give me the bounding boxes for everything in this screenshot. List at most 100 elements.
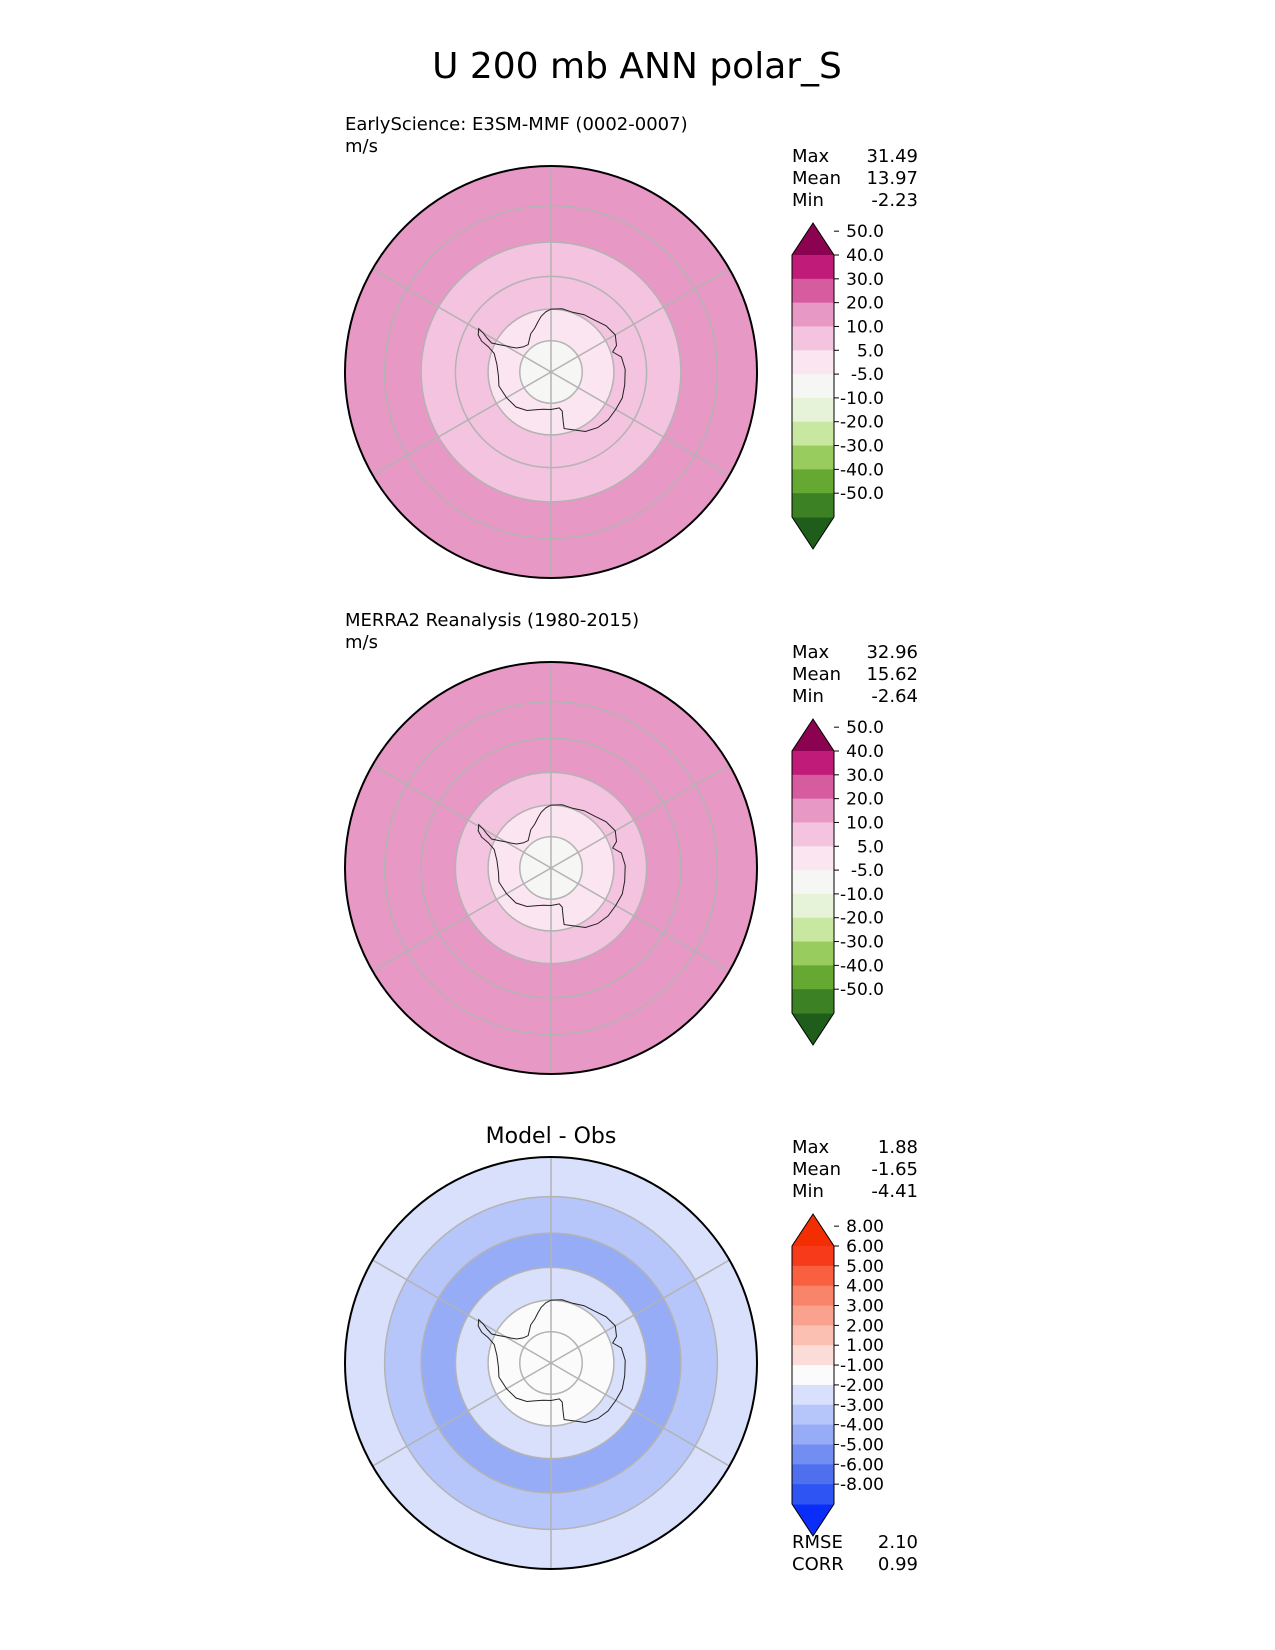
colorbar-tick-label: 6.00 [846, 1237, 884, 1257]
colorbar-tick-label: -10.0 [840, 885, 884, 905]
stat-mean-value: 13.97 [866, 168, 918, 189]
panel-model: EarlyScience: E3SM-MMF (0002-0007) m/s M… [344, 114, 918, 579]
stat-mean-value: 15.62 [866, 664, 918, 685]
panel-title: Model - Obs [486, 1124, 617, 1149]
colorbar-segment [792, 822, 834, 847]
meridian-line [372, 371, 552, 476]
colorbar-tick-label: 5.00 [846, 1257, 884, 1277]
antarctica-coastline [477, 804, 626, 929]
stat-max-label: Max [792, 146, 830, 167]
colorbar-outline [791, 718, 835, 1046]
panel-observation: MERRA2 Reanalysis (1980-2015) m/s Max 32… [344, 610, 918, 1075]
map [345, 662, 757, 1074]
colorbar-segment [792, 893, 834, 919]
colorbar-segment [792, 989, 834, 1014]
colorbar-extend-top [792, 223, 834, 255]
colorbar-segment [792, 1246, 834, 1267]
colorbar-segment [792, 397, 834, 423]
stat-max-value: 1.88 [878, 1137, 918, 1158]
colorbar-tick-label: -50.0 [840, 980, 884, 1000]
colorbar-tick-label: -4.00 [840, 1416, 884, 1436]
colorbar-segment [792, 751, 834, 776]
panel-units: m/s [345, 136, 378, 157]
colorbar-tick-label: 20.0 [846, 790, 884, 810]
meridian-line [550, 867, 730, 972]
colorbar-segment [792, 774, 834, 800]
meridian-line [550, 268, 730, 373]
colorbar-extend-bottom [792, 517, 834, 549]
colorbar-segment [792, 302, 834, 327]
colorbar-tick-label: 10.0 [846, 317, 884, 337]
colorbar-segment [792, 255, 834, 280]
colorbar-tick-label: -20.0 [840, 909, 884, 929]
colorbar-tick-label: 30.0 [846, 766, 884, 786]
stat-min-value: -2.64 [871, 686, 918, 707]
metric-rmse-value: 2.10 [878, 1532, 918, 1553]
stat-min-value: -4.41 [871, 1181, 918, 1202]
panel-difference: Model - Obs Max 1.88 Mean -1.65 Min -4.4… [344, 1124, 918, 1575]
stat-min-label: Min [792, 190, 824, 211]
antarctica-coastline [477, 1299, 626, 1424]
map [345, 1157, 757, 1569]
stat-mean-label: Mean [792, 664, 841, 685]
colorbar-segment [792, 941, 834, 966]
colorbar-extend-bottom [792, 1504, 834, 1536]
colorbar-segment [792, 350, 834, 375]
meridian-line [550, 371, 730, 476]
colorbar: -50.0 -40.0 -30.0 -20.0 -10.0 -5.0 5.0 10.0 20.0… [791, 718, 884, 1046]
colorbar-segment [792, 1325, 834, 1346]
colorbar-tick-label: 5.0 [857, 341, 884, 361]
colorbar-tick-label: -30.0 [840, 933, 884, 953]
metric-corr-value: 0.99 [878, 1554, 918, 1575]
colorbar-tick-label: -10.0 [840, 389, 884, 409]
colorbar-segment [792, 1305, 834, 1326]
colorbar-tick-label: -1.00 [840, 1356, 884, 1376]
stat-max-value: 32.96 [866, 642, 918, 663]
metric-corr-label: CORR [792, 1554, 844, 1575]
colorbar-segment [792, 917, 834, 943]
colorbar-tick-label: -3.00 [840, 1396, 884, 1416]
colorbar: -8.00-6.00-5.00-4.00-3.00-2.00-1.001.002… [791, 1213, 884, 1537]
colorbar-tick-label: 50.0 [846, 718, 884, 738]
colorbar-segment [792, 493, 834, 518]
colorbar-tick-label: 3.00 [846, 1297, 884, 1317]
meridian-line [550, 1362, 730, 1467]
colorbar-segment [792, 1404, 834, 1426]
colorbar-segment [792, 846, 834, 871]
map [345, 166, 757, 578]
map-boundary [344, 165, 758, 579]
antarctica-coastline [477, 308, 626, 433]
metric-rmse-label: RMSE [792, 1532, 843, 1553]
colorbar-tick-label: -40.0 [840, 460, 884, 480]
panel-title: EarlyScience: E3SM-MMF (0002-0007) [345, 114, 688, 135]
colorbar-tick-label: 40.0 [846, 246, 884, 266]
colorbar-tick-label: -30.0 [840, 437, 884, 457]
colorbar-extend-top [792, 719, 834, 751]
colorbar-tick-label: 1.00 [846, 1336, 884, 1356]
colorbar-outline [791, 1213, 835, 1537]
colorbar-tick-label: 10.0 [846, 813, 884, 833]
colorbar-tick-label: 2.00 [846, 1316, 884, 1336]
stat-max-label: Max [792, 642, 830, 663]
meridian-line [550, 1259, 730, 1364]
stat-max-value: 31.49 [866, 146, 918, 167]
colorbar-tick-label: -5.0 [851, 861, 884, 881]
stat-max-label: Max [792, 1137, 830, 1158]
colorbar-tick-label: -8.00 [840, 1475, 884, 1495]
colorbar-segment [792, 445, 834, 470]
colorbar-segment [792, 1444, 834, 1465]
colorbar-tick-label: 5.0 [857, 837, 884, 857]
colorbar-tick-label: 4.00 [846, 1277, 884, 1297]
panel-title: MERRA2 Reanalysis (1980-2015) [345, 610, 639, 631]
meridian-line [372, 867, 552, 972]
figure-title: U 200 mb ANN polar_S [432, 46, 842, 87]
colorbar: -50.0 -40.0 -30.0 -20.0 -10.0 -5.0 5.0 10.0 20.0… [791, 222, 884, 550]
colorbar-tick-label: 40.0 [846, 742, 884, 762]
colorbar-tick-label: -5.0 [851, 365, 884, 385]
colorbar-segment [792, 421, 834, 447]
colorbar-segment [792, 1484, 834, 1505]
colorbar-segment [792, 374, 834, 399]
graticule [372, 1157, 730, 1569]
graticule [372, 166, 730, 578]
